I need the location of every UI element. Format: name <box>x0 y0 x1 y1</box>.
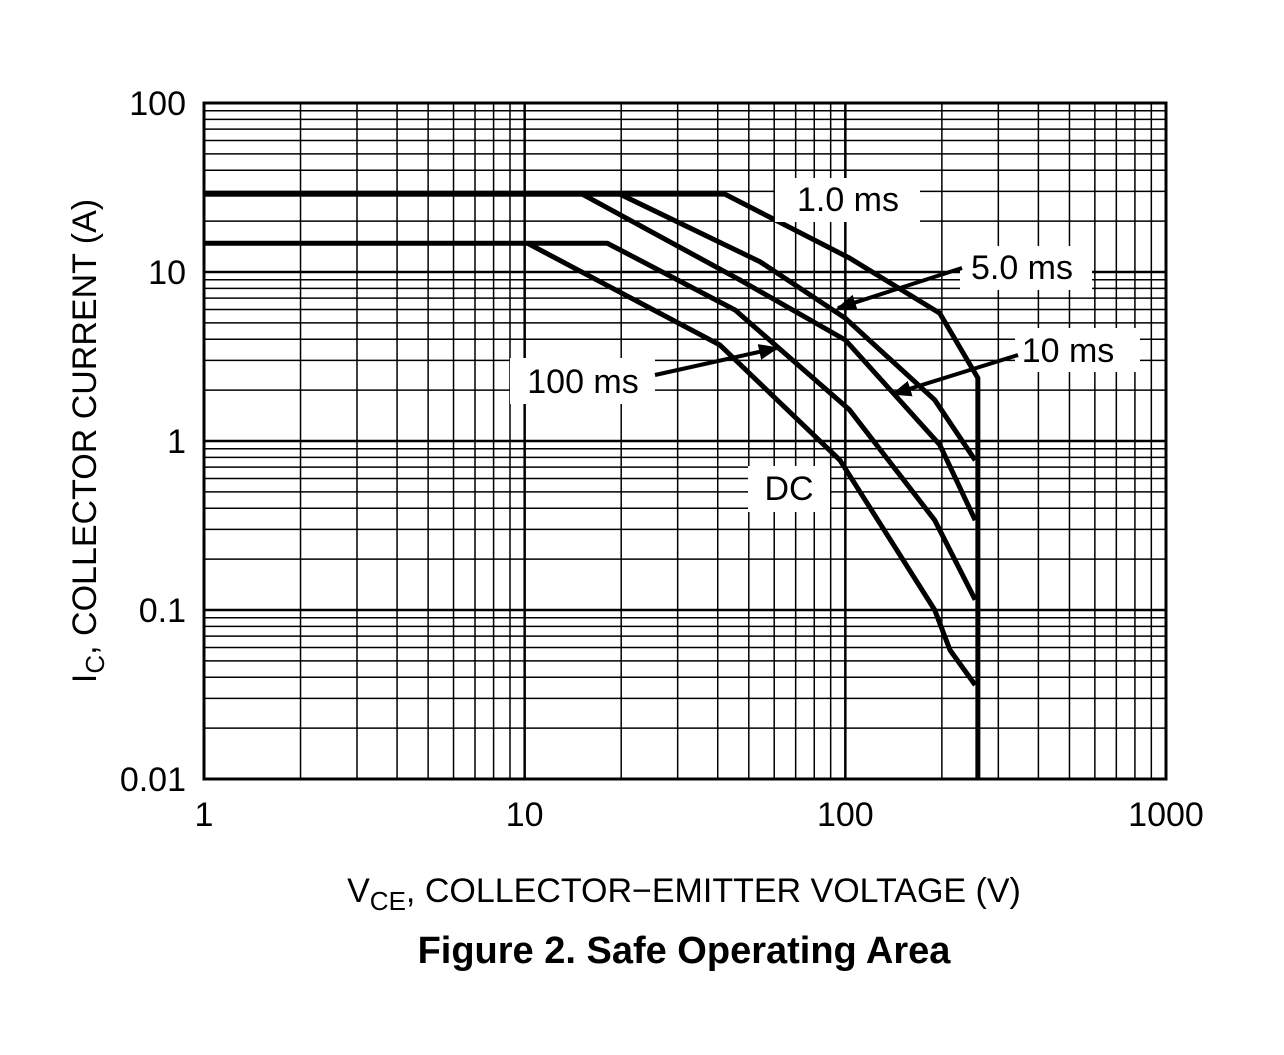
series-label: 10 ms <box>1022 332 1115 370</box>
x-tick-label: 10 <box>506 796 544 834</box>
label-background <box>775 178 920 222</box>
label-arrow <box>654 344 779 377</box>
x-label-main: V <box>347 872 370 910</box>
label-background <box>748 466 830 512</box>
y-label-main: I <box>66 674 104 683</box>
y-tick-label: 0.1 <box>139 592 186 630</box>
series-label: 5.0 ms <box>971 249 1073 287</box>
y-label-sub: C <box>80 655 110 674</box>
series-line <box>204 191 981 779</box>
y-label-rest: , COLLECTOR CURRENT (A) <box>66 199 104 655</box>
series-label: DC <box>764 470 813 508</box>
label-background <box>1015 328 1140 372</box>
series-lines <box>204 191 981 779</box>
label-background <box>960 246 1092 290</box>
series-line <box>526 241 978 687</box>
x-axis-label: VCE, COLLECTOR−EMITTER VOLTAGE (V) <box>347 872 1021 916</box>
x-tick-label: 100 <box>817 796 874 834</box>
series-label: 1.0 ms <box>797 181 899 219</box>
y-tick-label: 1 <box>167 423 186 461</box>
series-label: 100 ms <box>527 363 639 401</box>
chart-title: Figure 2. Safe Operating Area <box>418 930 952 972</box>
y-tick-label: 0.01 <box>120 761 186 799</box>
y-tick-label: 10 <box>148 254 186 292</box>
y-tick-label: 100 <box>129 85 186 123</box>
x-label-sub: CE <box>370 886 406 916</box>
label-background <box>510 358 655 404</box>
x-tick-label: 1000 <box>1128 796 1204 834</box>
label-arrow <box>836 266 963 311</box>
series-line <box>580 191 978 522</box>
series-line <box>204 191 978 462</box>
x-tick-label: 1 <box>195 796 214 834</box>
plot-frame <box>202 101 1168 781</box>
tick-labels: 1 10 100 1000 0.01 0.1 1 10 100 <box>120 85 1204 834</box>
x-label-rest: , COLLECTOR−EMITTER VOLTAGE (V) <box>406 872 1021 910</box>
series-line <box>204 240 978 601</box>
y-axis-label: IC, COLLECTOR CURRENT (A) <box>66 199 110 683</box>
label-arrow <box>891 353 1019 397</box>
series-labels: 1.0 ms 5.0 ms 10 ms 100 ms DC <box>510 178 1140 512</box>
